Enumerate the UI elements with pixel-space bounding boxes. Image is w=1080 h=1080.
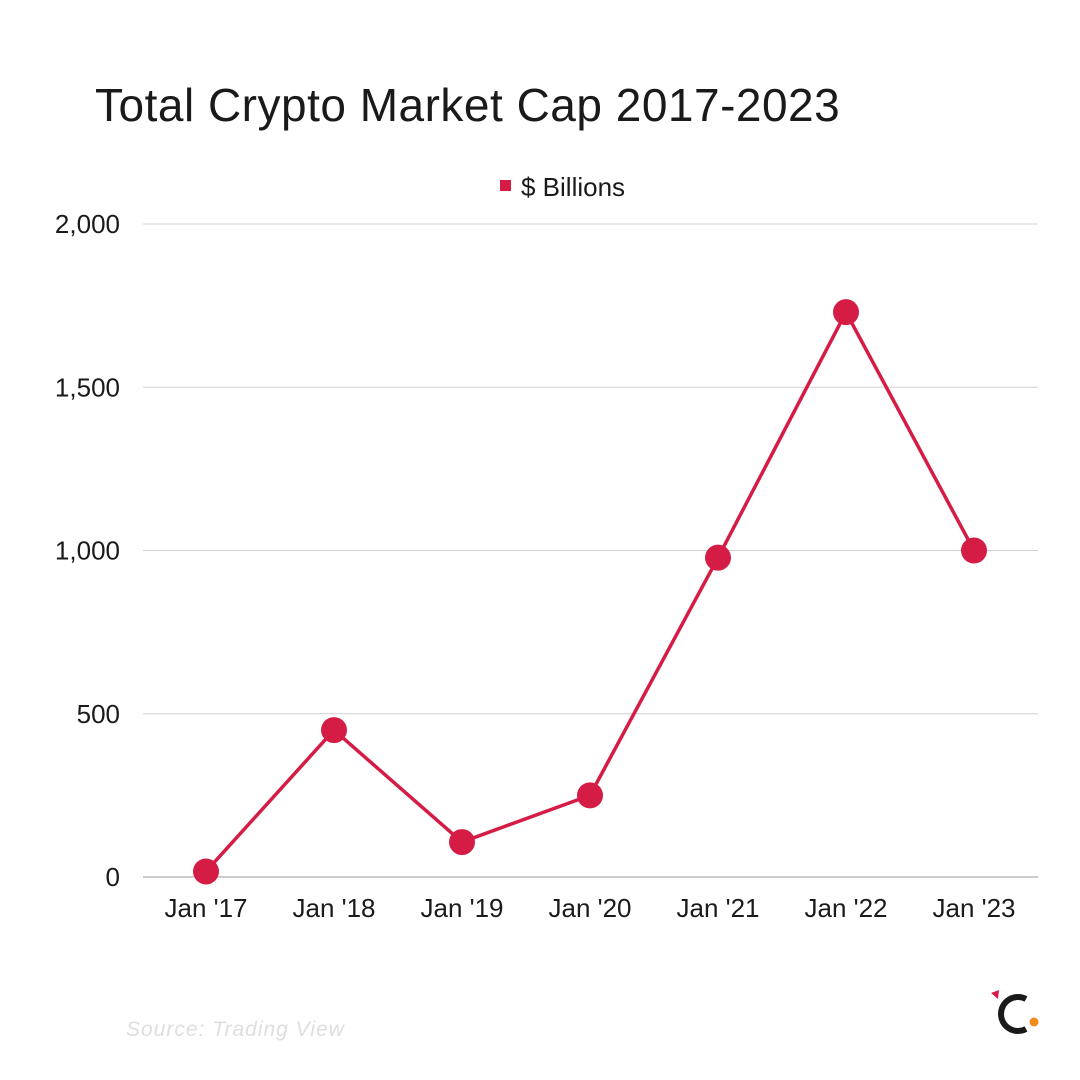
logo-red-accent [991,990,999,999]
gridlines [143,223,1038,878]
data-point [193,858,219,885]
source-note: Source: Trading View [126,1018,345,1041]
x-tick-label: Jan '21 [676,893,759,923]
x-tick-label: Jan '19 [420,893,503,923]
x-tick-label: Jan '17 [164,893,247,923]
chart-title: Total Crypto Market Cap 2017-2023 [95,79,841,131]
logo-c-arc [998,994,1028,1034]
brand-c-logo [991,990,1039,1034]
x-tick-label: Jan '22 [804,893,887,923]
y-tick-label: 1,000 [55,536,120,566]
data-point [449,829,475,856]
y-tick-label: 1,500 [55,372,120,402]
y-tick-label: 0 [106,862,120,892]
legend-marker [500,180,511,191]
legend: $ Billions [500,172,625,202]
legend-label: $ Billions [521,172,625,202]
x-tick-label: Jan '23 [932,893,1015,923]
x-tick-label: Jan '20 [548,893,631,923]
y-tick-label: 2,000 [55,209,120,239]
series-points [193,299,987,885]
x-tick-label: Jan '18 [292,893,375,923]
x-axis-ticks: Jan '17 Jan '18 Jan '19 Jan '20 Jan '21 Jan '… [164,893,1015,923]
data-point [577,782,603,809]
y-tick-label: 500 [77,699,120,729]
data-point [705,544,731,571]
logo-orange-dot [1029,1017,1039,1027]
data-point [961,537,987,564]
data-point [833,299,859,326]
data-point [321,717,347,744]
y-axis-ticks: 0 500 1,000 1,500 2,000 [55,209,120,892]
